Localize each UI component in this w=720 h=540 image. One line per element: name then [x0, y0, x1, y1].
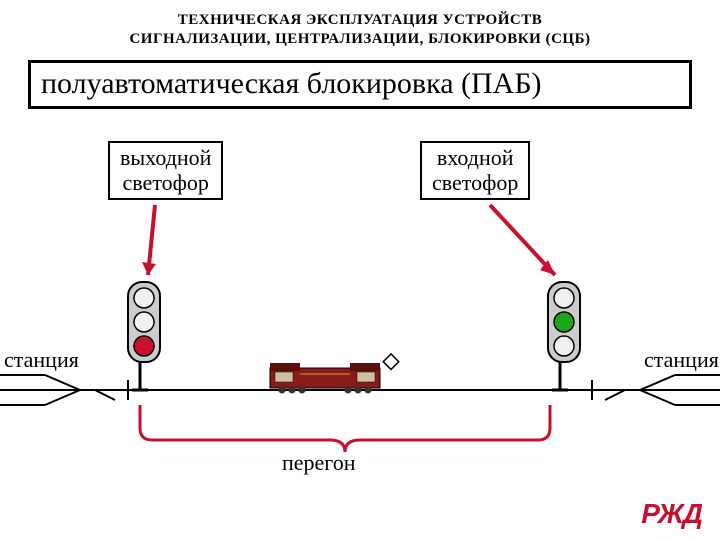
diagram-svg	[0, 200, 720, 480]
arrow-left	[142, 205, 156, 275]
label-left-text: выходнойсветофор	[120, 145, 211, 195]
title-box: полуавтоматическая блокировка (ПАБ)	[28, 60, 692, 109]
header-line1: ТЕХНИЧЕСКАЯ ЭКСПЛУАТАЦИЯ УСТРОЙСТВ	[0, 12, 720, 29]
label-right-text: входнойсветофор	[432, 145, 518, 195]
header: ТЕХНИЧЕСКАЯ ЭКСПЛУАТАЦИЯ УСТРОЙСТВ СИГНА…	[0, 0, 720, 48]
title-text: полуавтоматическая блокировка (ПАБ)	[41, 67, 542, 100]
header-line2: СИГНАЛИЗАЦИИ, ЦЕНТРАЛИЗАЦИИ, БЛОКИРОВКИ …	[0, 31, 720, 48]
arrow-right	[490, 205, 555, 275]
label-left-signal: выходнойсветофор	[108, 141, 223, 200]
peregon-brace	[140, 405, 550, 452]
signal-right	[548, 282, 580, 390]
label-right-signal: входнойсветофор	[420, 141, 530, 200]
signal-left	[128, 282, 160, 390]
train-icon	[270, 354, 399, 394]
rzd-logo: РЖД	[641, 498, 702, 530]
